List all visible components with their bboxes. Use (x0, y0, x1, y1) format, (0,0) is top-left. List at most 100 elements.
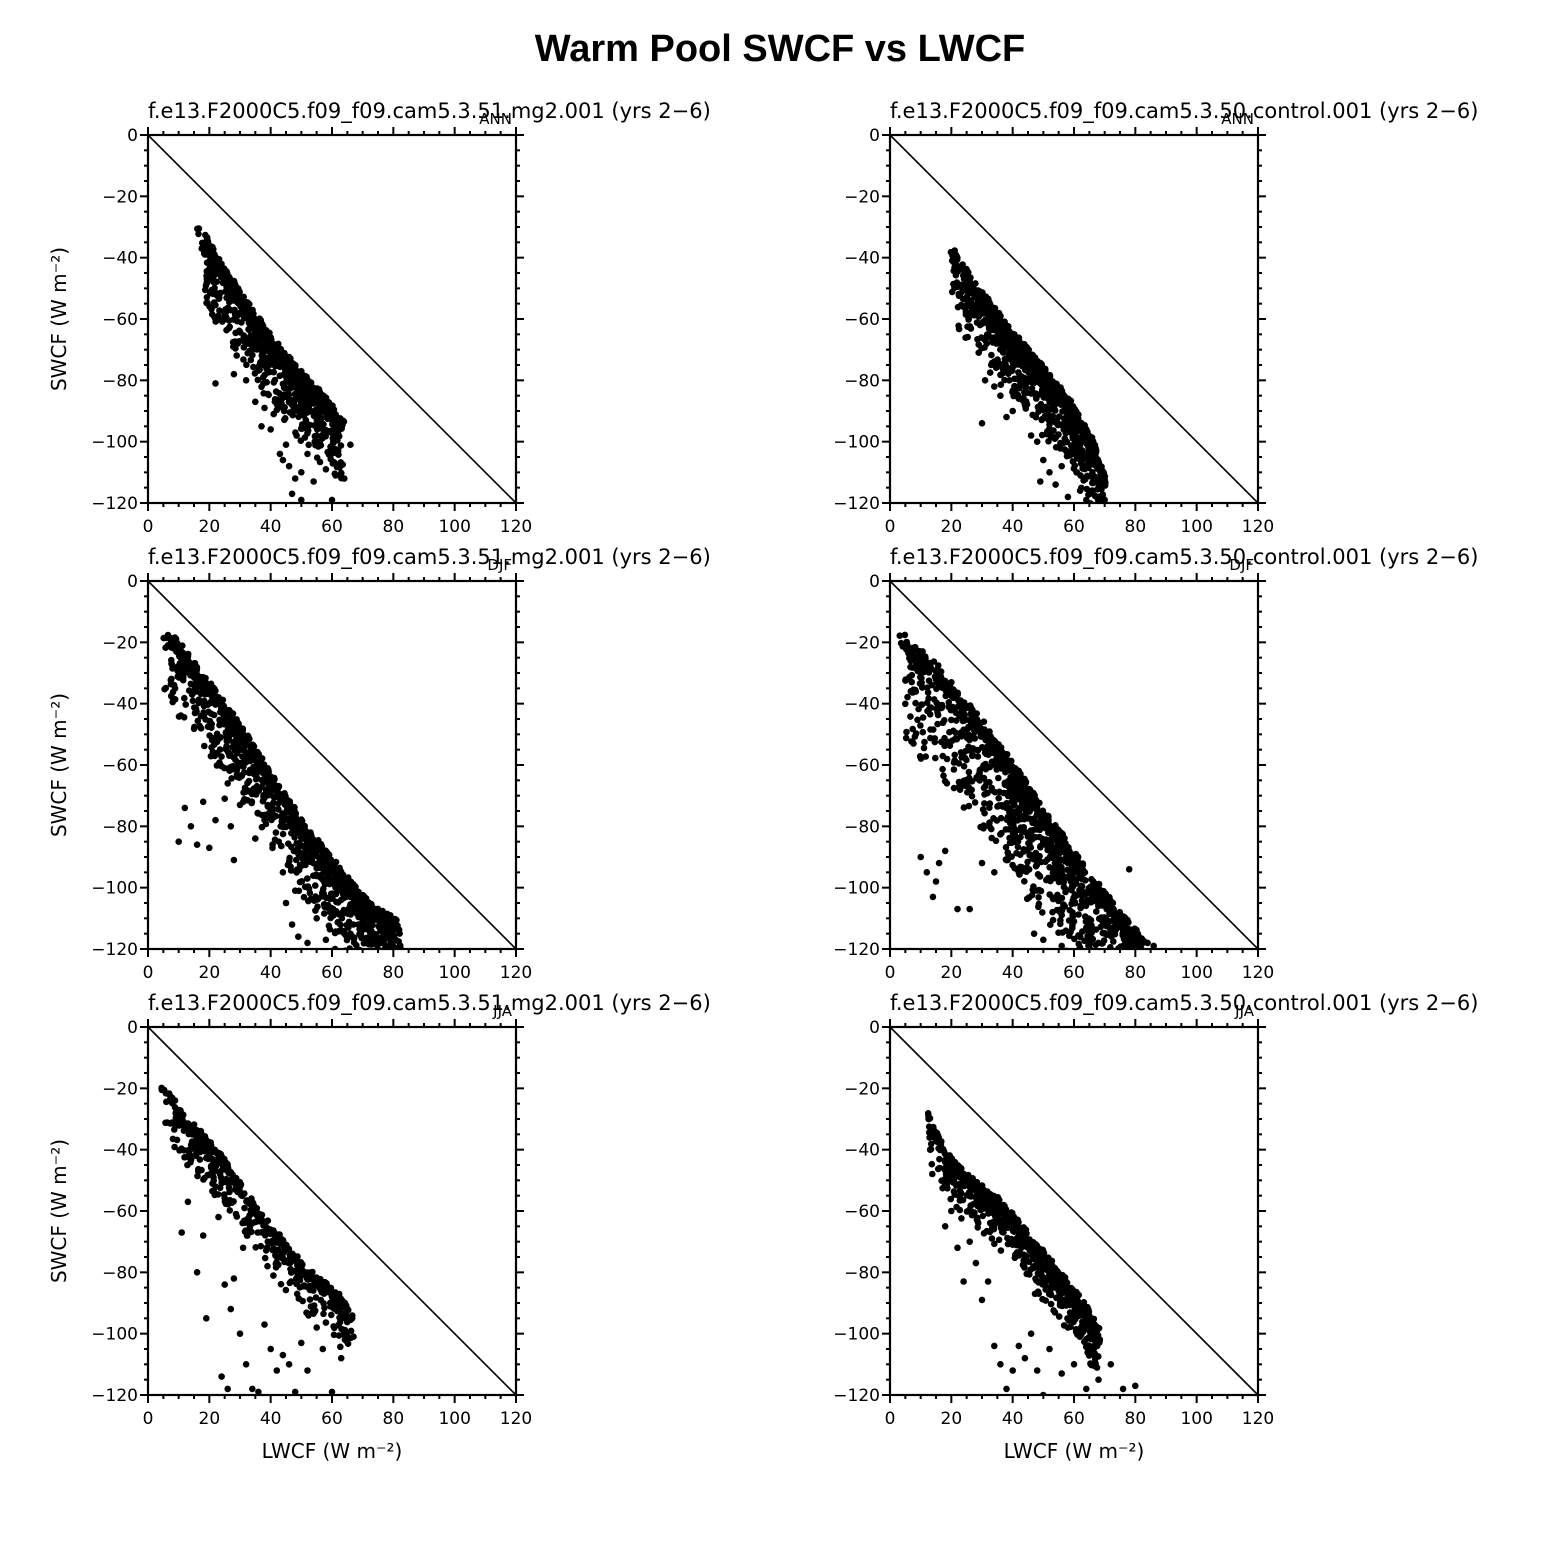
data-point (1124, 925, 1131, 932)
data-point (989, 743, 996, 751)
data-point (1043, 822, 1050, 829)
data-point (1076, 874, 1083, 882)
data-point (331, 459, 338, 467)
data-point (997, 744, 1005, 751)
data-point (286, 409, 294, 416)
data-point (188, 691, 196, 698)
y-tick-label: −120 (91, 940, 138, 960)
data-point (1015, 334, 1023, 342)
data-point (972, 280, 979, 287)
data-point (239, 753, 246, 760)
data-point (1102, 532, 1109, 539)
data-point (902, 677, 909, 684)
data-point (367, 963, 374, 970)
data-point (270, 805, 277, 813)
data-point (927, 726, 934, 733)
data-point (1038, 812, 1046, 819)
data-point (379, 984, 386, 991)
data-point (961, 754, 969, 762)
data-point (327, 914, 334, 922)
data-point (1094, 881, 1101, 888)
y-tick-label: −20 (102, 187, 138, 207)
data-point (1049, 412, 1057, 420)
data-point (1003, 856, 1010, 864)
data-point (930, 658, 938, 665)
data-point (962, 776, 970, 784)
season-label: ANN (479, 110, 512, 128)
data-point (954, 254, 961, 261)
data-point (941, 847, 949, 855)
data-point (912, 657, 919, 665)
data-point (1024, 806, 1031, 814)
data-point (332, 472, 339, 479)
data-point (320, 901, 328, 908)
data-point (368, 927, 375, 934)
y-tick-label: −80 (102, 371, 138, 391)
data-point (1002, 844, 1010, 851)
data-point (1080, 477, 1087, 484)
data-point (935, 662, 942, 669)
data-point (1099, 976, 1106, 983)
data-point (250, 770, 258, 778)
y-tick-label: 0 (127, 126, 138, 146)
data-point (909, 725, 916, 733)
data-point (1072, 438, 1080, 445)
data-point (997, 312, 1004, 320)
data-point (240, 769, 248, 776)
data-point (978, 420, 986, 427)
data-point (1025, 375, 1032, 382)
data-point (932, 667, 940, 675)
data-point (240, 741, 247, 749)
data-point (1095, 512, 1102, 519)
data-point (1124, 1019, 1131, 1026)
data-point (925, 695, 932, 702)
data-point (1024, 815, 1031, 822)
data-point (902, 734, 910, 742)
season-label: ANN (1221, 110, 1254, 128)
data-point (1045, 842, 1052, 850)
data-point (1086, 897, 1094, 905)
data-point (965, 768, 973, 776)
data-point (227, 823, 235, 830)
x-tick-label: 40 (1002, 517, 1024, 537)
data-point (387, 912, 394, 919)
data-point (223, 737, 231, 745)
data-point (208, 699, 216, 706)
data-point (1001, 331, 1009, 338)
data-point (230, 856, 238, 864)
data-point (224, 748, 232, 756)
data-point (1066, 875, 1073, 882)
data-point (1107, 930, 1115, 937)
data-point (207, 680, 215, 688)
data-point (1108, 965, 1115, 972)
data-point (950, 759, 958, 766)
data-point (921, 738, 928, 746)
data-point (1025, 352, 1032, 360)
data-point (301, 822, 309, 830)
data-point (986, 819, 993, 826)
data-point (1083, 485, 1091, 493)
x-tick-label: 60 (1063, 517, 1085, 537)
data-point (296, 393, 304, 400)
data-point (950, 766, 958, 773)
data-point (1126, 952, 1133, 959)
data-point (258, 352, 266, 359)
y-tick-label: −20 (844, 187, 880, 207)
data-point (218, 753, 225, 760)
data-point (323, 867, 331, 875)
data-point (1092, 515, 1099, 522)
data-point (284, 861, 292, 869)
data-point (996, 788, 1003, 796)
data-point (988, 825, 995, 833)
data-point (1087, 916, 1095, 924)
data-point (1095, 939, 1102, 947)
data-point (993, 324, 1001, 331)
y-tick-label: −80 (844, 817, 880, 837)
reference-line (147, 134, 517, 504)
data-point (1137, 1015, 1144, 1022)
data-point (1011, 387, 1019, 395)
data-point (988, 787, 995, 794)
data-point (293, 869, 300, 876)
data-point (1027, 827, 1035, 834)
data-point (248, 746, 256, 753)
